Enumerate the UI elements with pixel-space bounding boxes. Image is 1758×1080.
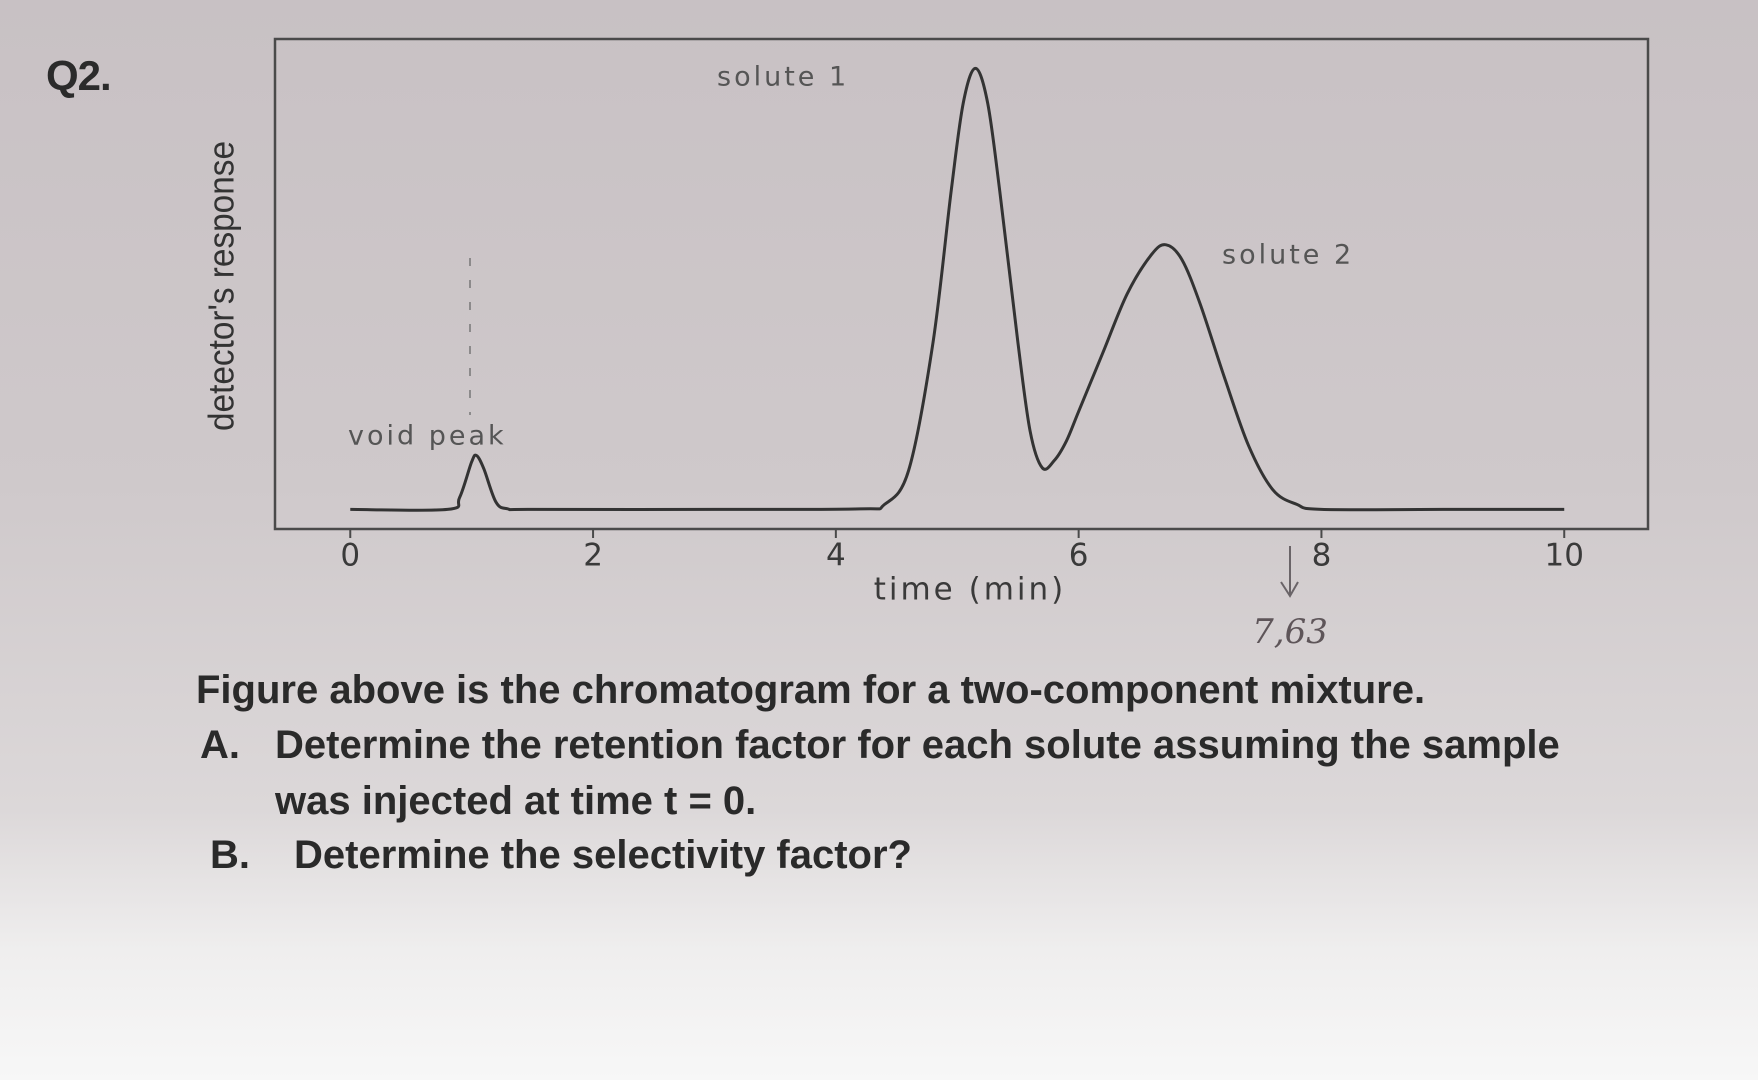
annotation: solute 2	[1222, 240, 1354, 271]
x-tick-label: 2	[583, 538, 603, 574]
handwritten-note: 7,63	[1252, 612, 1328, 652]
item-label: A.	[200, 723, 240, 767]
caption: Figure above is the chromatogram for a t…	[196, 668, 1426, 712]
x-tick-label: 10	[1545, 538, 1584, 574]
arrow-head	[1280, 581, 1299, 598]
x-tick-label: 8	[1312, 538, 1332, 574]
item-label: B.	[210, 833, 250, 877]
item-text: Determine the retention factor for each …	[275, 723, 1560, 823]
item-text: Determine the selectivity factor?	[294, 833, 912, 877]
plot-frame	[273, 37, 1650, 531]
x-tick-label: 4	[826, 538, 846, 574]
annotation: void peak	[348, 421, 507, 452]
annotation: solute 1	[717, 62, 849, 93]
chromatogram-trace	[350, 66, 1565, 512]
x-tick-label: 6	[1069, 538, 1089, 574]
y-axis-label: detector's response	[201, 141, 242, 431]
x-axis-label: time (min)	[874, 572, 1067, 608]
x-tick-label: 0	[340, 538, 360, 574]
question-number: Q2.	[46, 52, 112, 99]
handwriting-arrow	[1280, 546, 1299, 598]
